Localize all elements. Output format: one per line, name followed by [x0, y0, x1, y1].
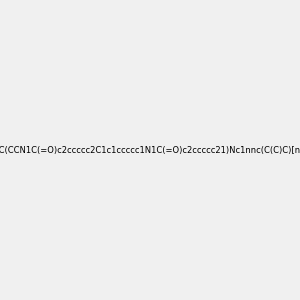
Text: O=C(CCN1C(=O)c2ccccc2C1c1ccccc1N1C(=O)c2ccccc21)Nc1nnc(C(C)C)[nH]1: O=C(CCN1C(=O)c2ccccc2C1c1ccccc1N1C(=O)c2…: [0, 146, 300, 154]
